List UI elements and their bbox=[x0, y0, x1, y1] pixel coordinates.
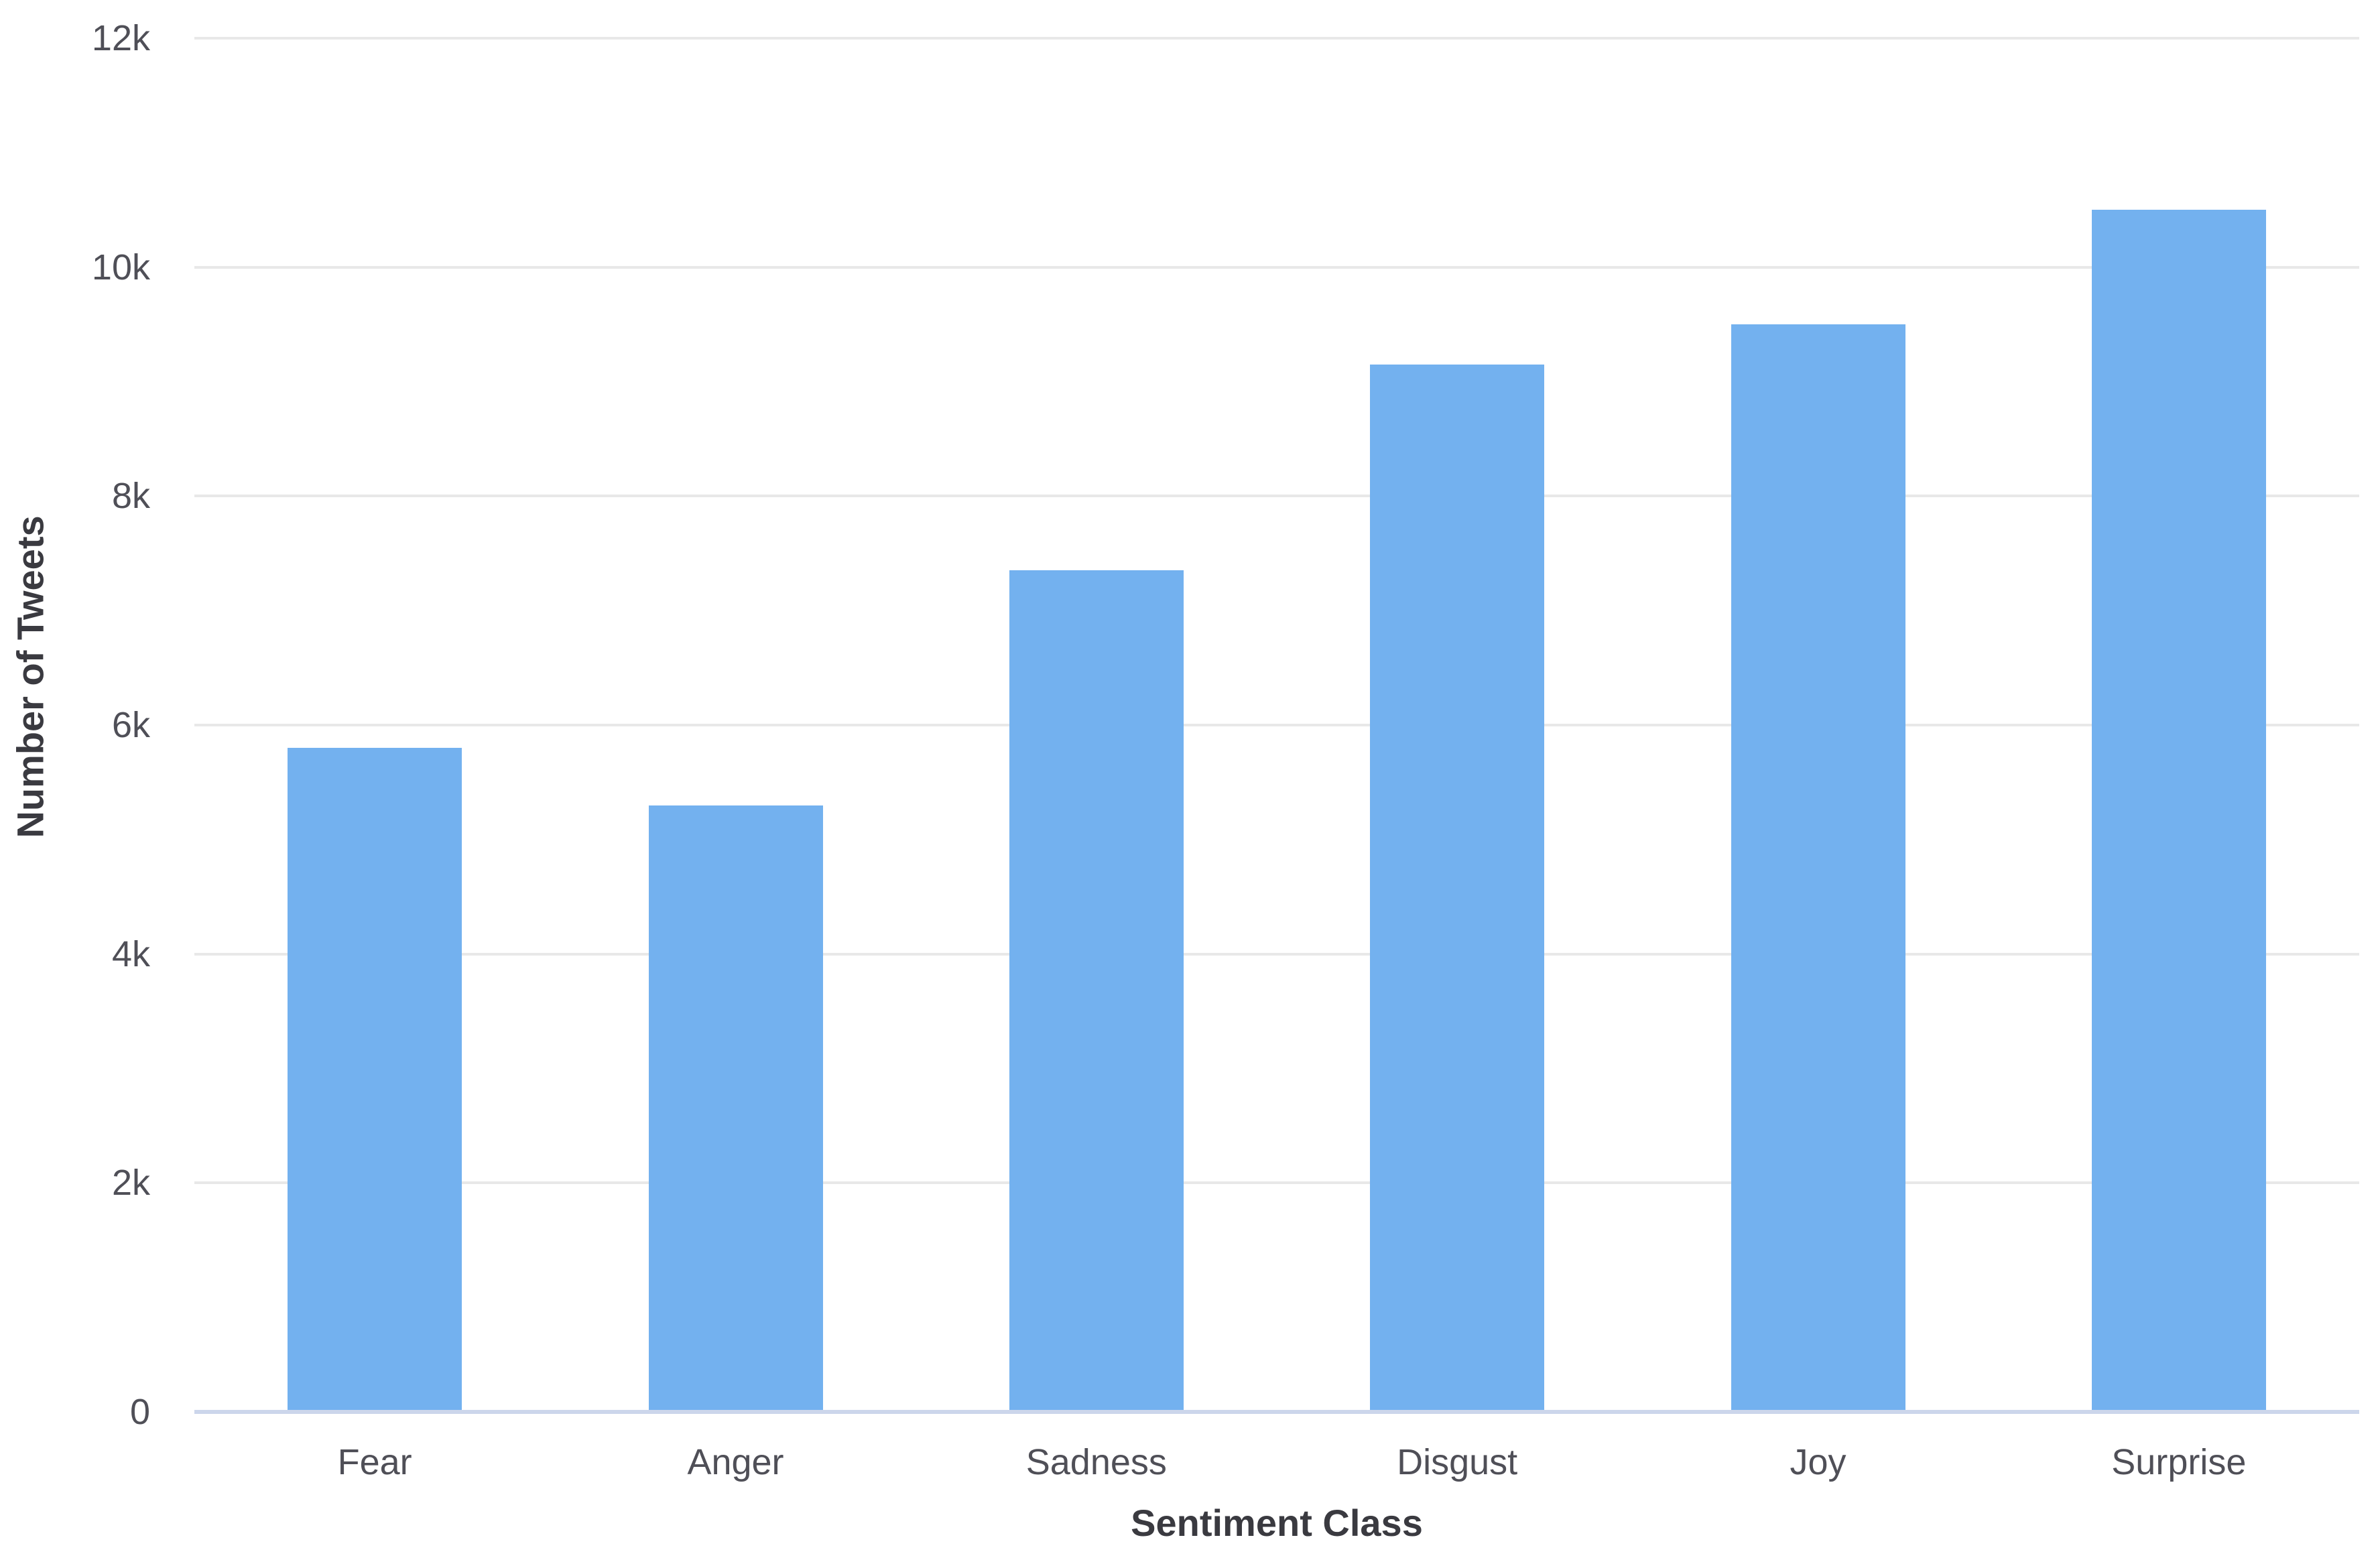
bar-disgust[interactable] bbox=[1370, 364, 1545, 1412]
plot-area bbox=[194, 37, 2359, 1414]
gridline-10k bbox=[194, 265, 2359, 269]
x-axis-line bbox=[194, 1410, 2359, 1414]
y-tick-label-6k: 6k bbox=[111, 705, 150, 745]
y-tick-label-4k: 4k bbox=[111, 933, 150, 974]
gridline-4k bbox=[194, 952, 2359, 956]
y-axis-title: Number of Tweets bbox=[9, 515, 52, 838]
x-axis-title: Sentiment Class bbox=[1131, 1502, 1423, 1544]
bar-surprise[interactable] bbox=[2091, 210, 2266, 1412]
x-tick-label-disgust: Disgust bbox=[1397, 1442, 1518, 1482]
gridline-6k bbox=[194, 724, 2359, 726]
gridline-8k bbox=[194, 495, 2359, 498]
x-tick-label-fear: Fear bbox=[337, 1442, 412, 1482]
gridline-12k bbox=[194, 37, 2359, 40]
y-tick-label-12k: 12k bbox=[91, 18, 150, 58]
bar-anger[interactable] bbox=[648, 805, 823, 1412]
x-tick-label-sadness: Sadness bbox=[1025, 1442, 1167, 1482]
y-tick-label-0: 0 bbox=[129, 1392, 150, 1432]
y-tick-label-8k: 8k bbox=[111, 476, 150, 517]
x-tick-label-surprise: Surprise bbox=[2111, 1442, 2247, 1482]
bar-sadness[interactable] bbox=[1009, 570, 1184, 1412]
bar-fear[interactable] bbox=[288, 748, 462, 1412]
x-tick-label-joy: Joy bbox=[1790, 1442, 1846, 1482]
y-tick-label-10k: 10k bbox=[91, 247, 150, 287]
y-tick-label-2k: 2k bbox=[111, 1163, 150, 1204]
gridline-2k bbox=[194, 1181, 2359, 1185]
bar-joy[interactable] bbox=[1731, 324, 1905, 1412]
x-tick-label-anger: Anger bbox=[687, 1442, 784, 1482]
